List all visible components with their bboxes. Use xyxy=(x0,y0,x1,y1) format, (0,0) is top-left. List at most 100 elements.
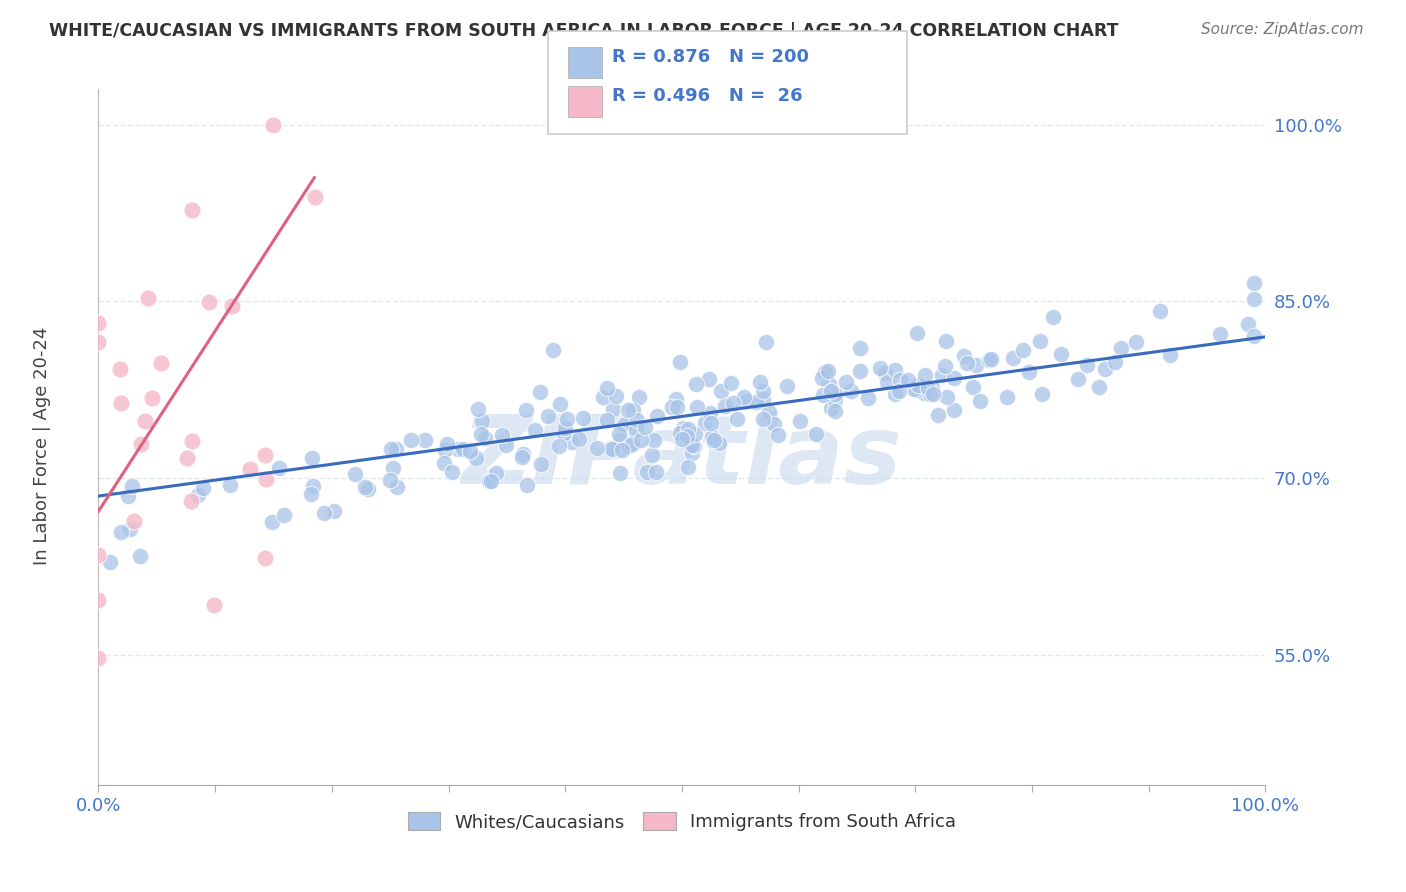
Point xyxy=(380,442,402,457)
Point xyxy=(685,376,707,391)
Point xyxy=(965,359,987,373)
Point xyxy=(323,504,346,518)
Point xyxy=(905,326,928,340)
Point xyxy=(748,375,770,389)
Point xyxy=(820,401,842,415)
Point xyxy=(239,462,262,476)
Point xyxy=(671,432,693,446)
Point xyxy=(921,380,943,394)
Point xyxy=(887,384,910,398)
Point xyxy=(529,458,551,472)
Point xyxy=(804,427,827,442)
Point xyxy=(685,427,707,442)
Point xyxy=(693,416,716,430)
Text: ZIPatlas: ZIPatlas xyxy=(461,411,903,505)
Point xyxy=(572,411,595,425)
Point xyxy=(1149,303,1171,318)
Point xyxy=(762,417,785,431)
Point xyxy=(665,392,688,406)
Point xyxy=(953,349,976,363)
Point xyxy=(811,388,834,402)
Point xyxy=(934,359,956,374)
Point xyxy=(710,384,733,398)
Point xyxy=(524,423,547,437)
Point xyxy=(621,437,644,451)
Point xyxy=(191,481,214,495)
Point xyxy=(180,202,202,217)
Point xyxy=(735,393,758,408)
Point xyxy=(666,401,689,415)
Point xyxy=(936,390,959,404)
Point xyxy=(353,480,375,494)
Point xyxy=(529,384,551,399)
Point xyxy=(1094,362,1116,376)
Point xyxy=(943,403,966,417)
Point xyxy=(686,400,709,414)
Point xyxy=(921,387,943,401)
Point xyxy=(1042,310,1064,324)
Point xyxy=(661,400,683,414)
Point xyxy=(745,394,768,409)
Point xyxy=(485,466,508,480)
Point xyxy=(433,456,456,470)
Point xyxy=(876,375,898,389)
Point xyxy=(301,451,323,466)
Point xyxy=(592,390,614,404)
Point xyxy=(1104,355,1126,369)
Point xyxy=(751,384,773,398)
Point xyxy=(1243,329,1265,343)
Point xyxy=(725,412,748,426)
Point xyxy=(605,389,627,403)
Point xyxy=(935,334,957,348)
Point xyxy=(811,370,834,384)
Point xyxy=(219,477,242,491)
Point xyxy=(609,433,631,447)
Point xyxy=(474,431,496,445)
Point xyxy=(110,396,132,410)
Point xyxy=(253,551,276,566)
Point xyxy=(645,465,668,479)
Point xyxy=(834,375,856,389)
Point xyxy=(814,365,837,379)
Legend: Whites/Caucasians, Immigrants from South Africa: Whites/Caucasians, Immigrants from South… xyxy=(401,805,963,838)
Point xyxy=(1243,292,1265,306)
Point xyxy=(613,417,636,431)
Point xyxy=(626,413,648,427)
Point xyxy=(681,438,703,452)
Point xyxy=(962,380,984,394)
Point xyxy=(1067,371,1090,385)
Point xyxy=(299,486,322,500)
Point xyxy=(1011,343,1033,357)
Point xyxy=(849,341,872,355)
Text: Source: ZipAtlas.com: Source: ZipAtlas.com xyxy=(1201,22,1364,37)
Point xyxy=(262,515,284,529)
Point xyxy=(977,352,1000,367)
Point xyxy=(110,362,132,376)
Point xyxy=(856,391,879,405)
Point xyxy=(399,433,422,447)
Point xyxy=(912,386,935,401)
Point xyxy=(610,443,633,458)
Text: In Labor Force | Age 20-24: In Labor Force | Age 20-24 xyxy=(34,326,51,566)
Point xyxy=(110,524,132,539)
Point xyxy=(464,451,486,466)
Point xyxy=(512,447,534,461)
Point xyxy=(672,421,695,435)
Point xyxy=(312,507,335,521)
Point xyxy=(607,427,630,442)
Point xyxy=(585,441,607,455)
Point xyxy=(752,412,775,426)
Point xyxy=(883,387,905,401)
Point xyxy=(619,440,641,454)
Point xyxy=(943,371,966,385)
Point xyxy=(700,416,723,430)
Point xyxy=(98,555,121,569)
Point xyxy=(789,414,811,428)
Point xyxy=(117,489,139,503)
Point xyxy=(702,434,724,448)
Point xyxy=(187,488,209,502)
Point xyxy=(451,442,474,457)
Point xyxy=(516,477,538,491)
Point xyxy=(1237,317,1260,331)
Point xyxy=(1109,341,1132,355)
